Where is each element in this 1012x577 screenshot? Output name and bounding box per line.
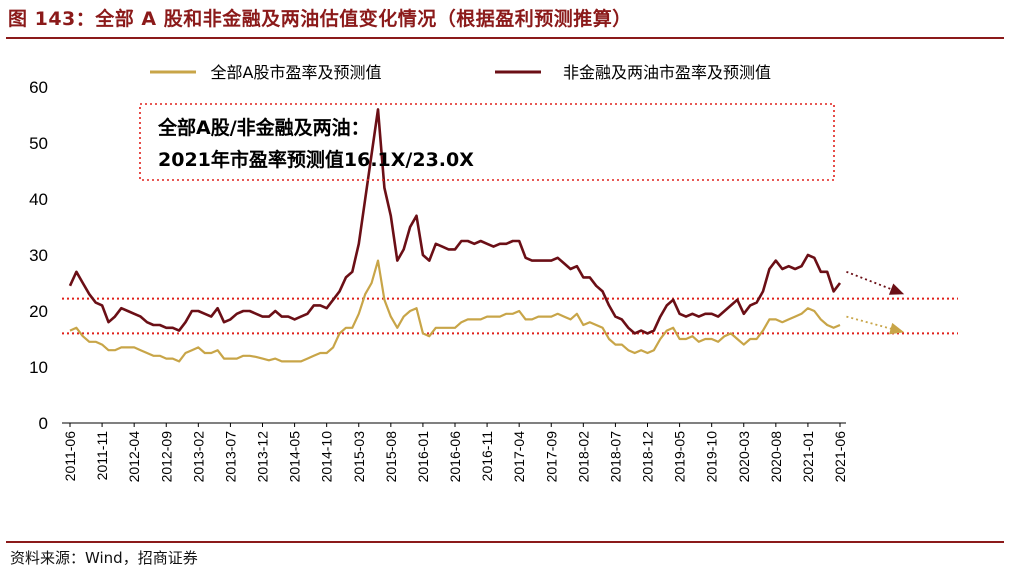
x-tick-label: 2020-08 [768, 431, 784, 483]
trend-arrow-head [888, 283, 905, 295]
x-tick-label: 2011-06 [62, 431, 78, 482]
x-tick-label: 2014-10 [319, 431, 335, 483]
y-tick-label: 60 [29, 78, 48, 97]
source-note: 资料来源：Wind，招商证券 [10, 549, 198, 567]
legend-label: 非金融及两油市盈率及预测值 [563, 63, 771, 82]
annotation-line: 全部A股/非金融及两油： [157, 116, 370, 139]
y-tick-label: 0 [39, 414, 48, 433]
legend-label: 全部A股市盈率及预测值 [211, 63, 382, 82]
trend-arrow-line [846, 315, 895, 331]
trend-arrow-line [846, 270, 895, 292]
axes: 0 10 20 30 40 50 60 2011-06 2011-11 2012-04 2012-0… [29, 78, 848, 482]
x-tick-label: 2012-04 [126, 431, 142, 483]
x-tick-label: 2019-10 [704, 431, 720, 483]
x-tick-label: 2018-07 [607, 431, 623, 483]
trend-arrow-head [889, 322, 905, 335]
x-tick-label: 2015-03 [351, 431, 367, 483]
chart-title: 图 143：全部 A 股和非金融及两油估值变化情况（根据盈利预测推算） [8, 8, 632, 30]
series-lines [68, 108, 842, 363]
x-tick-label: 2014-05 [287, 431, 303, 483]
title-rule [6, 37, 1004, 39]
annotation-frame [139, 103, 835, 181]
x-tick-label: 2013-07 [222, 431, 238, 483]
x-tick-label: 2016-01 [415, 431, 431, 483]
series-line-non-financial [68, 108, 842, 335]
annotation-box: 全部A股/非金融及两油： 2021年市盈率预测值16.1X/23.0X [139, 103, 835, 181]
y-tick-label: 10 [29, 358, 48, 377]
reference-lines [62, 297, 958, 335]
trend-arrows [846, 270, 905, 335]
y-tick-label: 50 [29, 134, 48, 153]
x-tick-label: 2018-02 [575, 431, 591, 483]
x-tick-label: 2016-06 [447, 431, 463, 483]
x-tick-label: 2021-01 [800, 431, 816, 483]
x-tick-label: 2016-11 [479, 431, 495, 482]
footer-rule [6, 541, 1004, 543]
y-tick-label: 30 [29, 246, 48, 265]
x-tick-label: 2013-02 [190, 431, 206, 483]
series-line-all-a-shares [69, 259, 841, 363]
x-tick-label: 2012-09 [158, 431, 174, 483]
annotation-line: 2021年市盈率预测值16.1X/23.0X [158, 148, 474, 171]
x-tick-label: 2017-04 [511, 431, 527, 483]
x-tick-label: 2017-09 [543, 431, 559, 483]
y-tick-label: 20 [29, 302, 48, 321]
x-tick-label: 2018-12 [640, 431, 656, 483]
legend: 全部A股市盈率及预测值 非金融及两油市盈率及预测值 [150, 63, 771, 82]
x-tick-label: 2021-06 [832, 431, 848, 483]
x-tick-label: 2011-11 [94, 431, 110, 481]
x-tick-label: 2013-12 [255, 431, 271, 483]
x-tick-label: 2015-08 [383, 431, 399, 483]
x-tick-label: 2019-05 [672, 431, 688, 483]
y-tick-label: 40 [29, 190, 48, 209]
x-tick-label: 2020-03 [736, 431, 752, 483]
